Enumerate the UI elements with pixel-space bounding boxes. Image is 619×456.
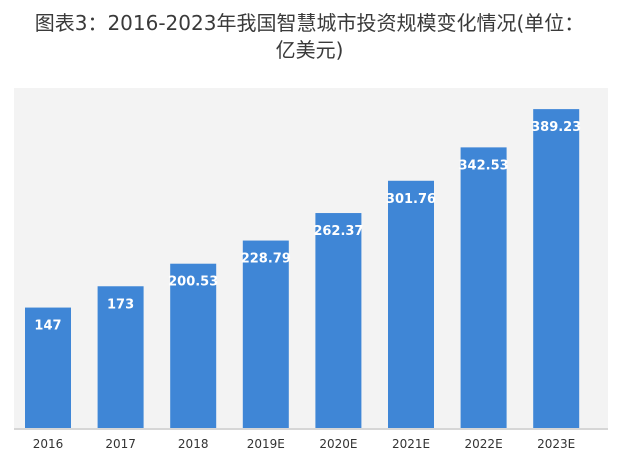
value-label-2020E: 262.37	[313, 224, 363, 239]
value-label-2018: 200.53	[168, 275, 218, 290]
bar-2018	[170, 263, 217, 428]
bar-2022E	[460, 147, 507, 428]
x-tick-label-2019E: 2019E	[247, 437, 285, 451]
bar-2023E	[533, 109, 580, 429]
x-tick-label-2022E: 2022E	[465, 437, 503, 451]
bar-2017	[97, 286, 144, 428]
value-label-2016: 147	[34, 319, 61, 334]
chart-title-line-1: 图表3：2016-2023年我国智慧城市投资规模变化情况(单位：	[34, 11, 585, 35]
x-tick-label-2021E: 2021E	[392, 437, 430, 451]
value-label-2023E: 389.23	[531, 120, 581, 135]
chart-title: 图表3：2016-2023年我国智慧城市投资规模变化情况(单位： 亿美元)	[0, 10, 619, 64]
x-axis-line	[14, 428, 608, 430]
bar-2020E	[315, 213, 362, 428]
x-tick-label-2023E: 2023E	[537, 437, 575, 451]
bar-2016	[25, 307, 71, 428]
chart-title-line-2: 亿美元)	[275, 38, 344, 62]
x-tick-label-2020E: 2020E	[319, 437, 357, 451]
value-label-2021E: 301.76	[386, 192, 436, 207]
x-tick-label-2018: 2018	[178, 437, 209, 451]
x-tick-label-2017: 2017	[105, 437, 136, 451]
x-tick-label-2016: 2016	[33, 437, 64, 451]
bar-2021E	[388, 180, 434, 428]
bar-2019E	[242, 240, 289, 428]
value-label-2019E: 228.79	[241, 252, 291, 267]
value-label-2022E: 342.53	[459, 158, 509, 173]
value-label-2017: 173	[107, 297, 134, 312]
